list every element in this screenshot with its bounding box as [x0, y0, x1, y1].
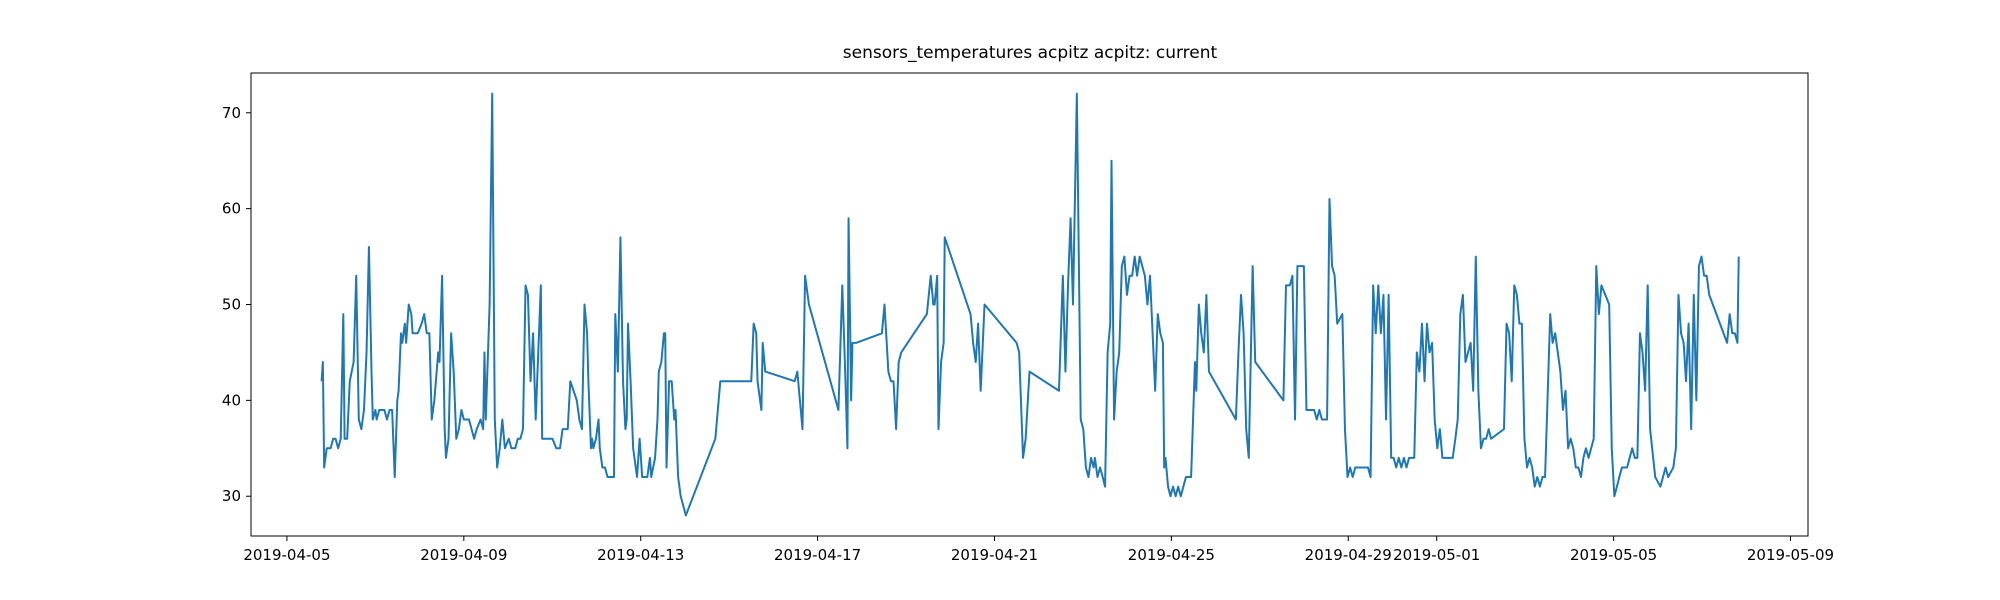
x-tick-label: 2019-05-01 — [1393, 546, 1480, 564]
x-tick-label: 2019-04-13 — [597, 546, 684, 564]
y-tick-label: 50 — [222, 296, 241, 314]
x-tick-label: 2019-04-29 — [1305, 546, 1392, 564]
chart-title: sensors_temperatures acpitz acpitz: curr… — [843, 43, 1218, 63]
x-tick-label: 2019-05-05 — [1570, 546, 1657, 564]
x-tick-label: 2019-04-05 — [243, 546, 330, 564]
x-tick-label: 2019-05-09 — [1747, 546, 1834, 564]
x-tick-label: 2019-04-09 — [420, 546, 507, 564]
plot-frame — [250, 72, 1809, 537]
y-tick-label: 70 — [222, 104, 241, 122]
data-line — [320, 92, 1740, 517]
y-tick-label: 40 — [222, 391, 241, 409]
x-tick-label: 2019-04-25 — [1128, 546, 1215, 564]
x-tick-label: 2019-04-17 — [774, 546, 861, 564]
y-tick-label: 60 — [222, 200, 241, 218]
x-tick-label: 2019-04-21 — [951, 546, 1038, 564]
y-tick-label: 30 — [222, 487, 241, 505]
